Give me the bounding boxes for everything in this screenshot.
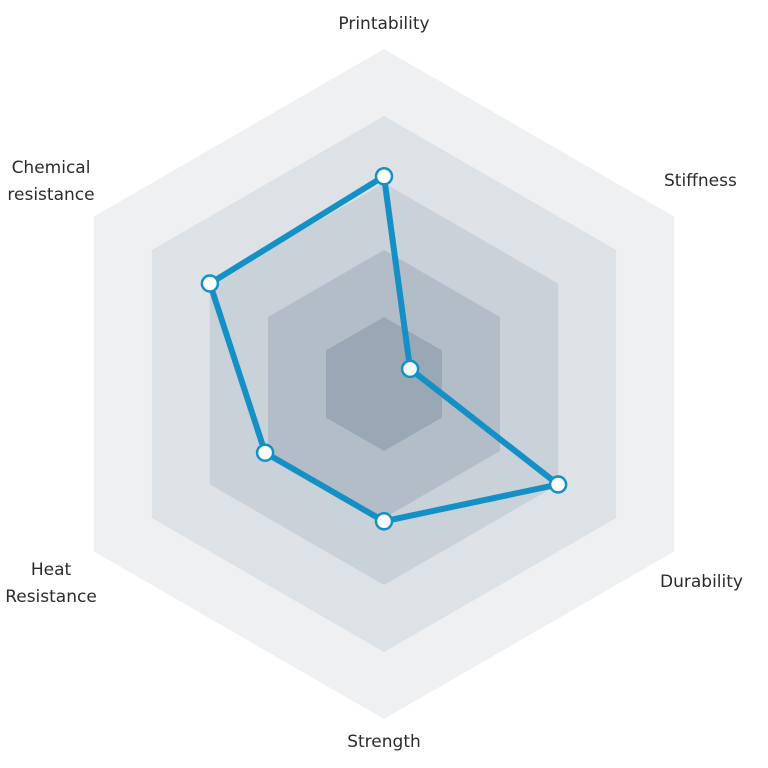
grid-ring-1 — [326, 317, 442, 451]
radar-grid — [93, 49, 675, 719]
axis-label-line: Chemical — [12, 158, 91, 178]
axis-label-4: Strength — [347, 732, 421, 752]
data-point-6[interactable] — [200, 274, 220, 293]
axis-label-3: Durability — [660, 572, 743, 592]
axis-label-2: Stiffness — [664, 171, 737, 191]
data-point-5[interactable] — [255, 443, 275, 462]
axis-label-line: resistance — [7, 185, 94, 205]
axis-label-line: Printability — [338, 14, 429, 34]
axis-label-6: Chemical resistance — [7, 158, 94, 205]
data-point-1[interactable] — [374, 167, 394, 186]
data-point-2[interactable] — [400, 359, 420, 379]
axis-label-1: Printability — [338, 14, 429, 34]
data-point-4[interactable] — [374, 512, 394, 531]
axis-label-line: Durability — [660, 572, 743, 592]
axis-label-line: Resistance — [5, 587, 97, 607]
axis-label-line: Stiffness — [664, 171, 737, 191]
data-point-3[interactable] — [548, 475, 568, 494]
axis-label-5: Heat Resistance — [5, 560, 97, 607]
axis-label-line: Heat — [31, 560, 72, 580]
axis-labels: Printability Stiffness Durability Strength H… — [5, 14, 743, 752]
radar-series-layer — [200, 167, 568, 531]
axis-label-line: Strength — [347, 732, 421, 752]
